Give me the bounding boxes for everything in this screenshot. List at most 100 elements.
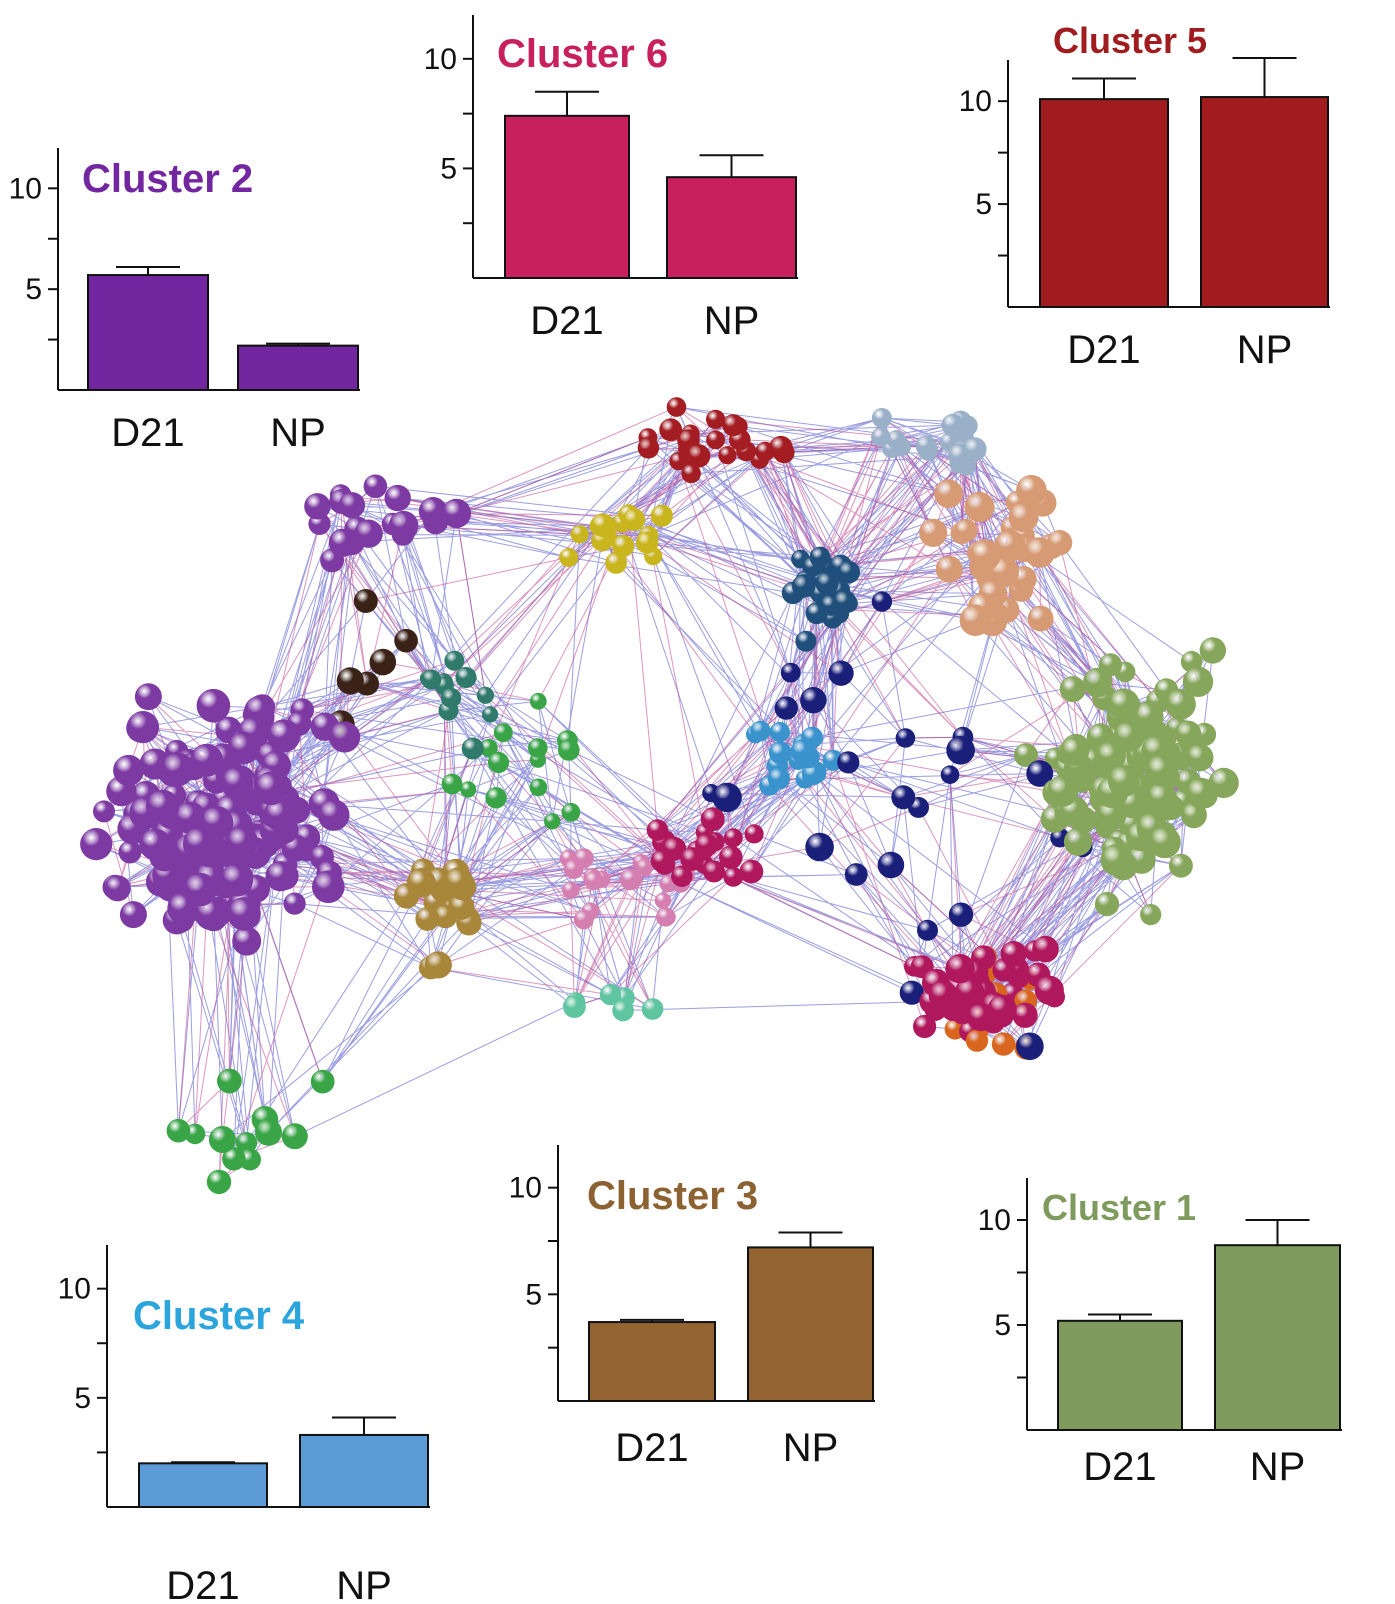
network-nodes [80,397,1239,1195]
network-node [612,534,635,558]
network-node [954,518,978,543]
network-node [529,692,547,710]
network-node [913,1014,937,1039]
error-bar-np [266,342,330,346]
network-node [424,951,452,979]
cluster-1-bar-chart: 5 10 D21 NP Cluster 1 [978,1178,1342,1489]
network-node [441,773,463,795]
bar-np [299,1433,429,1508]
network-node [801,763,825,786]
network-node [767,767,791,790]
network-node [795,630,817,652]
network-node [485,787,507,809]
network-node [255,1118,282,1146]
error-bar-d21 [171,1461,235,1464]
bar-np [666,176,797,279]
network-node [190,743,224,777]
error-bar-np [778,1231,843,1248]
network-node [139,828,172,861]
category-label: D21 [1083,1445,1156,1489]
network-node [1107,765,1140,797]
cluster-4-bar-chart: 5 10 D21 NP Cluster 4 [58,1245,430,1604]
network-node [418,497,448,526]
network-node [104,875,131,902]
network-node [384,484,411,512]
network-node [227,897,261,931]
network-node [329,721,361,753]
network-node [877,851,905,879]
network-node [441,687,462,709]
network-node [421,669,442,690]
bar-d21 [87,274,209,391]
network-node [919,518,948,548]
network-node [686,444,711,468]
network-node [220,766,254,800]
network-node [945,954,975,984]
network-node [703,860,725,883]
network-node [590,513,615,538]
network-node [544,813,561,830]
chart-title: Cluster 1 [1042,1187,1196,1228]
network-node [239,1148,261,1171]
network-node [1016,475,1047,506]
network-node [1165,688,1196,720]
bar-np [1200,96,1329,308]
y-tick-label: 10 [509,1172,542,1205]
network-node [769,721,790,743]
network-node [680,847,705,871]
network-node [208,1126,236,1153]
y-tick-label: 10 [58,1273,91,1306]
bar-d21 [1039,98,1169,308]
network-node [93,800,115,823]
network-node [562,881,580,899]
network-node [962,437,987,462]
network-node [482,706,499,723]
y-tick-label: 10 [424,43,457,76]
network-node [833,590,857,614]
category-label: NP [1250,1445,1306,1489]
network-node [1008,502,1039,533]
network-node [744,824,764,844]
error-bar-d21 [620,1318,684,1323]
network-node [1027,605,1054,632]
network-node [955,977,985,1007]
network-node [815,571,839,595]
network-node [183,872,217,907]
network-node [837,560,861,584]
network-node [599,983,622,1006]
network-node [719,845,743,870]
network-node [232,926,262,956]
network-node [935,555,963,583]
network-node [281,1123,308,1150]
network-node [666,397,687,417]
network-node [145,789,180,824]
network-node [1199,637,1227,664]
network-node [1107,688,1140,721]
network-node [561,802,581,822]
network-node [338,492,366,519]
network-node [448,893,475,920]
bar-np [747,1246,874,1403]
network-node [460,781,477,798]
network-node [1113,721,1145,753]
network-node [1148,826,1181,859]
network-node [476,686,494,704]
cluster-2-bar-chart: 5 10 D21 NP Cluster 2 [9,148,360,455]
network-node [681,463,701,484]
network-node [363,474,388,499]
cluster-5-bar-chart: 5 10 D21 NP Cluster 5 [959,20,1330,372]
network-node [871,408,892,428]
network-node [441,498,472,529]
network-node [113,754,145,786]
network-node [1012,1002,1038,1028]
network-node [1181,802,1207,829]
network-node [80,828,113,861]
network-node [406,868,436,898]
network-node [1014,743,1038,768]
network-node [573,909,594,930]
network-node [1016,1032,1044,1061]
network-node [780,662,801,683]
network-node [353,589,378,613]
network-node [563,995,586,1018]
